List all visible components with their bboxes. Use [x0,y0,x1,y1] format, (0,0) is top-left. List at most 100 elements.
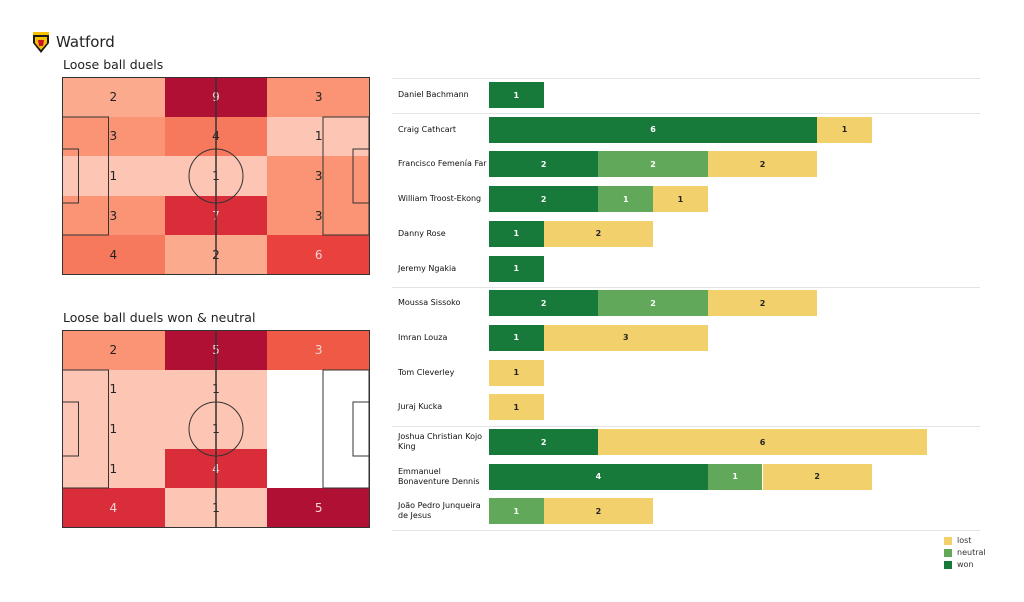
bar-label: 1 [677,194,684,204]
heatmap-cell: 1 [62,448,165,489]
bar-lost: 1 [653,186,708,213]
bar-label: 3 [622,333,629,343]
bar-lost: 2 [762,463,872,490]
cell-value: 1 [109,382,118,397]
bar-lost: 3 [543,324,708,351]
bar-won: 2 [489,151,599,178]
bar-label: 2 [540,298,547,308]
player-name: William Troost-Ekong [398,194,482,204]
player-name: João Pedro Junqueira de Jesus [398,501,481,521]
player-name: Imran Louza [398,332,448,342]
bar-neutral: 1 [707,463,763,490]
bar-label: 1 [513,229,520,239]
legend-won: won [944,560,974,569]
cell-value: 3 [314,208,323,223]
cell-value: 3 [314,89,323,104]
bar-won: 1 [489,255,544,282]
heatmap-cell: 1 [62,156,165,196]
bar-won: 2 [489,186,599,213]
heatmap-cell: 2 [62,77,165,117]
legend-neutral: neutral [944,548,986,557]
row-divider [392,287,980,288]
bar-lost: 2 [707,151,818,178]
bar-lost: 2 [707,290,818,317]
bar-won: 4 [489,463,708,490]
bar-label: 1 [622,194,629,204]
bar-label: 1 [513,368,520,378]
bar-label: 2 [759,298,766,308]
player-row: Tom Cleverley 1 [392,356,980,390]
bar-label: 1 [513,333,520,343]
player-row: Danny Rose 1 2 [392,217,980,251]
watford-logo [33,32,49,53]
cell-value: 1 [109,421,118,436]
heatmap-cell: 1 [62,409,165,449]
bar-label: 2 [540,437,547,447]
cell-value: 4 [109,501,118,516]
bar-label: 1 [513,90,520,100]
bar-label: 1 [513,402,520,412]
bar-neutral: 1 [598,186,654,213]
cell-value: 3 [109,129,118,144]
bar-label: 6 [650,125,656,135]
bar-neutral: 1 [489,498,544,525]
heatmap-cell: 2 [62,330,165,370]
cell-value: 2 [109,89,118,104]
player-name: Tom Cleverley [398,367,455,377]
bar-neutral: 2 [598,151,708,178]
bar-label: 1 [513,264,520,273]
player-name: Jeremy Ngakia [398,263,457,273]
bar-won: 6 [489,116,818,143]
heatmap-cell: 5 [267,488,370,528]
heatmap-cell: 3 [62,116,165,157]
bar-won: 1 [489,220,544,247]
cell-value: 5 [314,501,323,516]
bar-won: 2 [489,290,599,317]
cell-value: 4 [109,248,118,263]
player-row: Daniel Bachmann 1 [392,78,980,112]
bar-label: 1 [732,472,738,482]
pitch-lines [62,330,370,528]
bar-label: 2 [540,194,547,204]
row-divider [392,78,980,79]
bar-won: 1 [489,324,544,351]
cell-value: 3 [314,168,323,183]
bar-label: 2 [650,298,656,308]
heatmap-title: Loose ball duels won & neutral [63,310,256,325]
player-row: Juraj Kucka 1 [392,390,980,424]
bar-label: 4 [595,472,602,482]
player-row: Moussa Sissoko 2 2 2 [392,286,980,320]
bar-label: 1 [513,506,520,516]
cell-value: 6 [314,248,323,263]
player-row: Emmanuel Bonaventure Dennis 4 1 2 [392,460,980,494]
heatmap-cell: 1 [62,369,165,410]
heatmap-cell: 4 [62,235,165,275]
player-name: Juraj Kucka [398,402,443,412]
bar-lost: 1 [817,116,872,143]
cell-value: 1 [109,168,118,183]
heatmap-cell: 3 [267,330,370,370]
bar-label: 2 [595,229,602,239]
player-row: William Troost-Ekong 2 1 1 [392,182,980,216]
bar-label: 2 [540,159,547,169]
bar-lost: 1 [489,394,544,421]
bar-neutral: 2 [598,290,708,317]
player-row: Joshua Christian Kojo King 2 6 [392,425,980,459]
player-name: Craig Cathcart [398,124,457,134]
legend-lost: lost [944,536,971,545]
cell-value: 3 [314,342,323,357]
player-name: Daniel Bachmann [398,90,469,99]
cell-value: 3 [109,208,118,223]
bar-won: 2 [489,429,599,455]
bar-lost: 1 [489,359,544,386]
bar-lost: 2 [543,498,654,525]
heatmap-cell: 3 [267,77,370,117]
heatmap-cell: 3 [62,195,165,236]
heatmap-cell: 6 [267,235,370,275]
row-divider [392,530,980,531]
player-row: João Pedro Junqueira de Jesus 1 2 [392,494,980,528]
bar-won: 1 [489,82,544,108]
bar-label: 2 [759,159,766,169]
